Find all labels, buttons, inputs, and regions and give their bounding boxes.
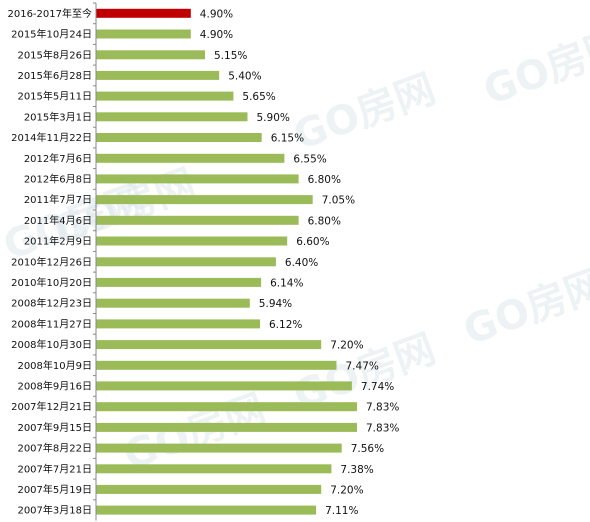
value-label: 5.90%	[257, 112, 290, 124]
value-label: 6.60%	[296, 236, 329, 248]
category-label: 2008年11月27日	[11, 317, 92, 330]
value-label: 5.94%	[259, 298, 292, 310]
category-label: 2007年3月18日	[17, 504, 92, 517]
value-label: 7.05%	[322, 195, 355, 207]
value-label: 7.56%	[351, 443, 384, 455]
watermark-text: GO房网	[478, 21, 590, 114]
value-label: 6.55%	[293, 153, 326, 165]
value-label: 4.90%	[200, 29, 233, 41]
bar	[96, 422, 357, 432]
category-label: 2007年9月15日	[17, 421, 92, 434]
category-label: 2011年4月6日	[24, 214, 92, 227]
bar	[96, 277, 262, 287]
value-label: 6.14%	[270, 277, 303, 289]
category-label: 2011年2月9日	[24, 235, 92, 248]
bar	[96, 8, 191, 18]
value-label: 5.15%	[214, 50, 247, 62]
bar	[96, 257, 276, 267]
bar	[96, 319, 260, 329]
value-label: 4.90%	[200, 8, 233, 20]
bar	[96, 112, 248, 122]
bar	[96, 381, 352, 391]
bar	[96, 174, 299, 184]
bar	[96, 195, 313, 205]
category-label: 2008年12月23日	[11, 297, 92, 310]
bar	[96, 340, 322, 350]
category-label: 2015年8月26日	[17, 48, 92, 61]
bar	[96, 402, 357, 412]
category-label: 2015年10月24日	[11, 28, 92, 41]
bar	[96, 505, 317, 515]
category-label: 2007年12月21日	[11, 400, 92, 413]
value-label: 7.20%	[330, 340, 363, 352]
bar	[96, 29, 191, 39]
value-label: 7.83%	[366, 422, 399, 434]
value-label: 7.74%	[361, 381, 394, 393]
bar	[96, 70, 220, 80]
category-label: 2015年3月1日	[24, 110, 92, 123]
category-label: 2008年10月30日	[11, 338, 92, 351]
bar	[96, 133, 262, 142]
bar	[96, 443, 342, 453]
category-label: 2010年12月26日	[11, 255, 92, 268]
value-label: 7.38%	[340, 464, 373, 476]
value-label: 7.47%	[346, 360, 379, 372]
bar	[96, 298, 250, 308]
category-label: 2016-2017年至今	[7, 7, 92, 20]
bar	[96, 153, 285, 163]
bar	[96, 464, 332, 474]
value-label: 7.11%	[325, 505, 358, 517]
value-label: 7.83%	[366, 402, 399, 414]
bar	[96, 91, 234, 101]
value-label: 6.12%	[269, 319, 302, 331]
bar	[96, 215, 299, 225]
bar	[96, 236, 288, 246]
category-label: 2008年9月16日	[17, 379, 92, 392]
bar	[96, 50, 205, 60]
value-label: 6.40%	[285, 257, 318, 269]
category-label: 2015年5月11日	[17, 90, 92, 103]
bar	[96, 484, 322, 494]
category-label: 2007年5月19日	[17, 483, 92, 496]
category-label: 2007年7月21日	[17, 462, 92, 475]
value-label: 5.65%	[242, 91, 275, 103]
category-label: 2008年10月9日	[17, 359, 92, 372]
category-label: 2007年8月22日	[17, 442, 92, 455]
category-label: 2010年10月20日	[11, 276, 92, 289]
value-label: 7.20%	[330, 484, 363, 496]
category-label: 2012年6月8日	[24, 172, 92, 185]
category-label: 2011年7月7日	[24, 193, 92, 206]
category-label: 2012年7月6日	[24, 152, 92, 165]
value-label: 6.80%	[308, 174, 341, 186]
watermark-text: GO房网	[458, 261, 590, 354]
value-label: 6.80%	[308, 215, 341, 227]
bar	[96, 360, 337, 370]
category-label: 2015年6月28日	[17, 69, 92, 82]
category-label: 2014年11月22日	[11, 131, 92, 144]
value-label: 6.15%	[271, 133, 304, 145]
value-label: 5.40%	[228, 70, 261, 82]
watermark-text: GO房网	[288, 66, 442, 159]
